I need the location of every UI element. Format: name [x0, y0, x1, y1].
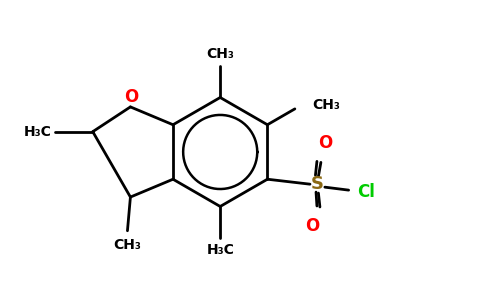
Text: S: S: [310, 175, 323, 193]
Text: CH₃: CH₃: [206, 47, 234, 61]
Text: CH₃: CH₃: [114, 238, 141, 252]
Text: CH₃: CH₃: [313, 98, 341, 112]
Text: O: O: [124, 88, 138, 106]
Text: O: O: [305, 217, 319, 235]
Text: O: O: [318, 134, 332, 152]
Text: H₃C: H₃C: [206, 243, 234, 257]
Text: Cl: Cl: [358, 183, 376, 201]
Text: H₃C: H₃C: [23, 125, 51, 139]
